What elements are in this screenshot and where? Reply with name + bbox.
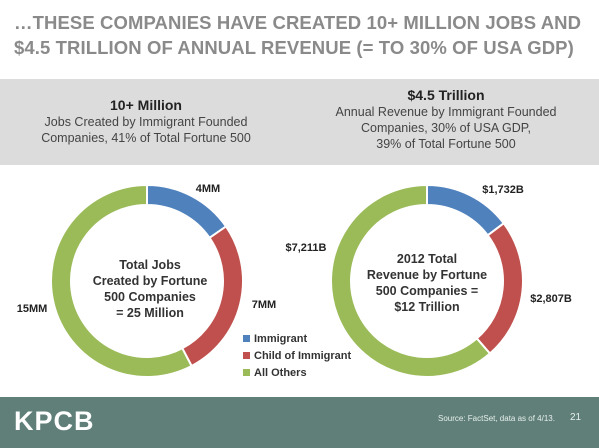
right-header: $4.5 Trillion Annual Revenue by Immigran… [300,86,592,152]
legend-label-1: Immigrant [254,333,308,345]
legend-label-2: Child of Immigrant [254,350,352,362]
donut-2-center-label-3: 500 Companies = [376,284,478,298]
donut-2-slice-2 [475,221,524,355]
footer-bar: KPCB Source: FactSet, data as of 4/13. 2… [0,397,599,448]
donut-1-center-label-2: Created by Fortune [93,274,208,288]
donut-2-center-label-2: Revenue by Fortune [367,268,487,282]
right-subline-1: Annual Revenue by Immigrant Founded [335,105,557,119]
header-band [0,79,599,165]
donut-2-center-label-1: 2012 Total [397,252,457,266]
right-headline: $4.5 Trillion [407,87,485,103]
donut-2-data-label-1: $1,732B [482,184,524,196]
legend-swatch-2 [243,352,250,359]
page-number: 21 [570,412,582,423]
right-subline-3: 39% of Total Fortune 500 [376,137,516,151]
donut-charts: 4MM 7MM 15MM Total Jobs Created by Fortune 50… [17,183,572,379]
left-subline-2: Companies, 41% of Total Fortune 500 [41,131,251,145]
donut-1-data-label-1: 4MM [196,183,220,195]
donut-2-slice-3 [330,183,492,378]
left-header: 10+ Million Jobs Created by Immigrant Fo… [14,96,278,146]
donut-2-data-label-2: $2,807B [530,293,572,305]
right-subline-2: Companies, 30% of USA GDP, [361,121,531,135]
left-subline-1: Jobs Created by Immigrant Founded [44,115,248,129]
donut-2-data-label-3: $7,211B [286,242,327,254]
left-headline: 10+ Million [110,97,182,113]
slide-title: …THESE COMPANIES HAVE CREATED 10+ MILLIO… [14,12,582,58]
donut-1-slice-3 [50,183,193,378]
legend-label-3: All Others [254,367,307,379]
kpcb-logo: KPCB [14,406,95,436]
donut-2-center-label-4: $12 Trillion [394,300,459,314]
donut-1-data-label-3: 15MM [17,303,48,315]
legend-swatch-1 [243,335,250,342]
donut-1-data-label-2: 7MM [252,299,276,311]
donut-1-center-label-4: = 25 Million [116,306,184,320]
donut-1-center-label-1: Total Jobs [119,258,181,272]
donut-1-center-label-3: 500 Companies [104,290,196,304]
legend-swatch-3 [243,369,250,376]
source-note: Source: FactSet, data as of 4/13. [438,414,555,423]
